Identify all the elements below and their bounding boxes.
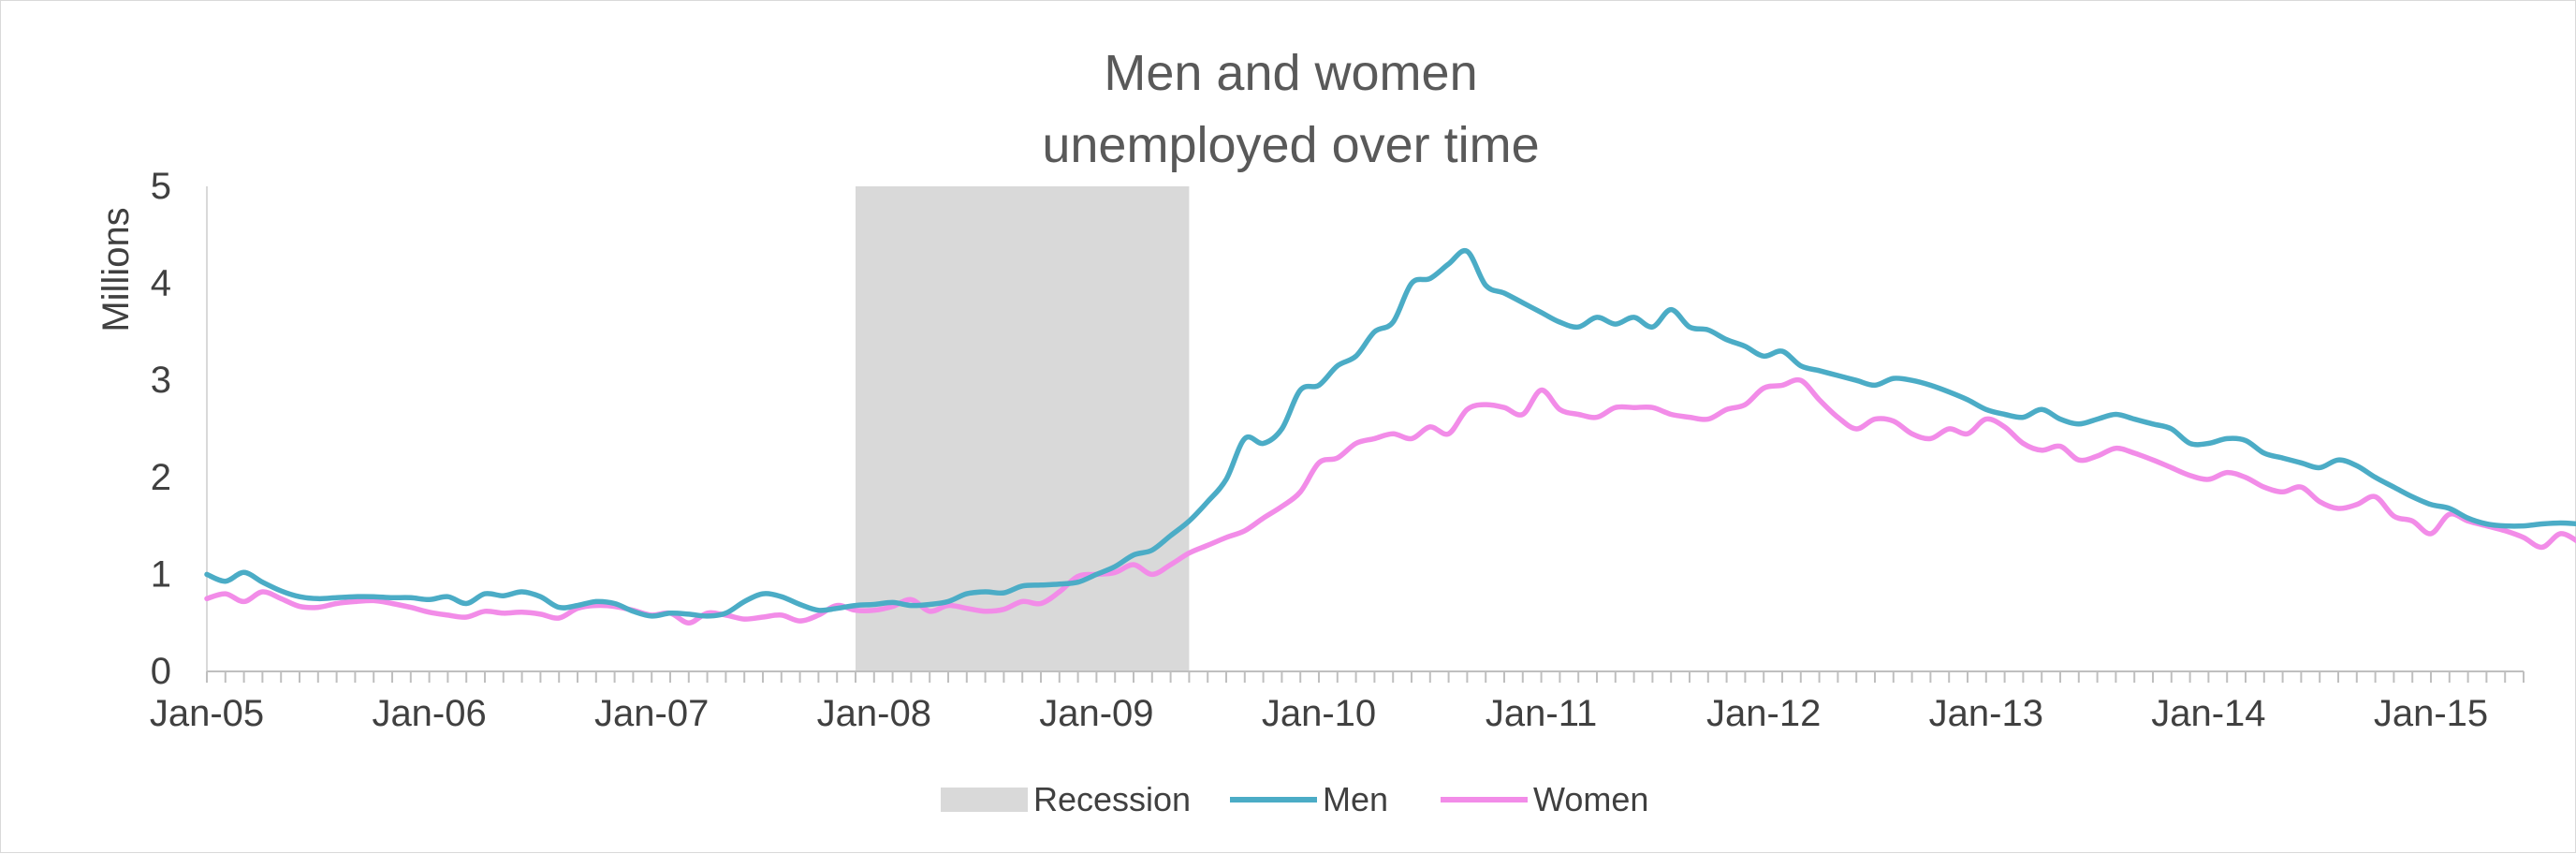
y-axis-title: Millions xyxy=(95,207,137,331)
legend-label-men: Men xyxy=(1323,780,1388,818)
y-tick-label: 1 xyxy=(151,553,171,595)
x-tick-label: Jan-12 xyxy=(1706,693,1821,734)
y-tick-label: 4 xyxy=(151,263,171,304)
x-axis: Jan-05 Jan-06 Jan-07 Jan-08 Jan-09 Jan-10 Jan-… xyxy=(150,670,2525,734)
series-line-women xyxy=(204,376,2576,626)
y-tick-label: 2 xyxy=(151,457,171,498)
y-tick-label: 3 xyxy=(151,360,171,401)
recession-band xyxy=(856,186,1190,671)
x-tick-label: Jan-14 xyxy=(2151,693,2265,734)
chart-title-line-2: unemployed over time xyxy=(1042,117,1539,173)
legend-swatch-recession xyxy=(941,788,1028,812)
chart-title-line-1: Men and women xyxy=(1104,45,1477,101)
legend-label-recession: Recession xyxy=(1033,780,1191,818)
series-line-men xyxy=(204,247,2576,619)
x-tick-label: Jan-09 xyxy=(1039,693,1153,734)
x-tick-label: Jan-06 xyxy=(372,693,486,734)
x-tick-label: Jan-11 xyxy=(1486,693,1597,734)
series-lines xyxy=(204,247,2576,626)
legend: Recession Men Women xyxy=(941,780,1648,818)
x-tick-label: Jan-08 xyxy=(817,693,931,734)
x-tick-label: Jan-15 xyxy=(2374,693,2488,734)
y-tick-label: 0 xyxy=(151,651,171,692)
x-tick-label: Jan-07 xyxy=(594,693,709,734)
x-tick-label: Jan-13 xyxy=(1929,693,2043,734)
legend-label-women: Women xyxy=(1533,780,1648,818)
x-tick-label: Jan-10 xyxy=(1262,693,1376,734)
y-tick-label: 5 xyxy=(151,166,171,207)
recession-band-layer xyxy=(856,186,1190,671)
x-tick-label: Jan-05 xyxy=(150,693,264,734)
y-axis-ticks: 0 1 2 3 4 5 xyxy=(151,166,208,692)
